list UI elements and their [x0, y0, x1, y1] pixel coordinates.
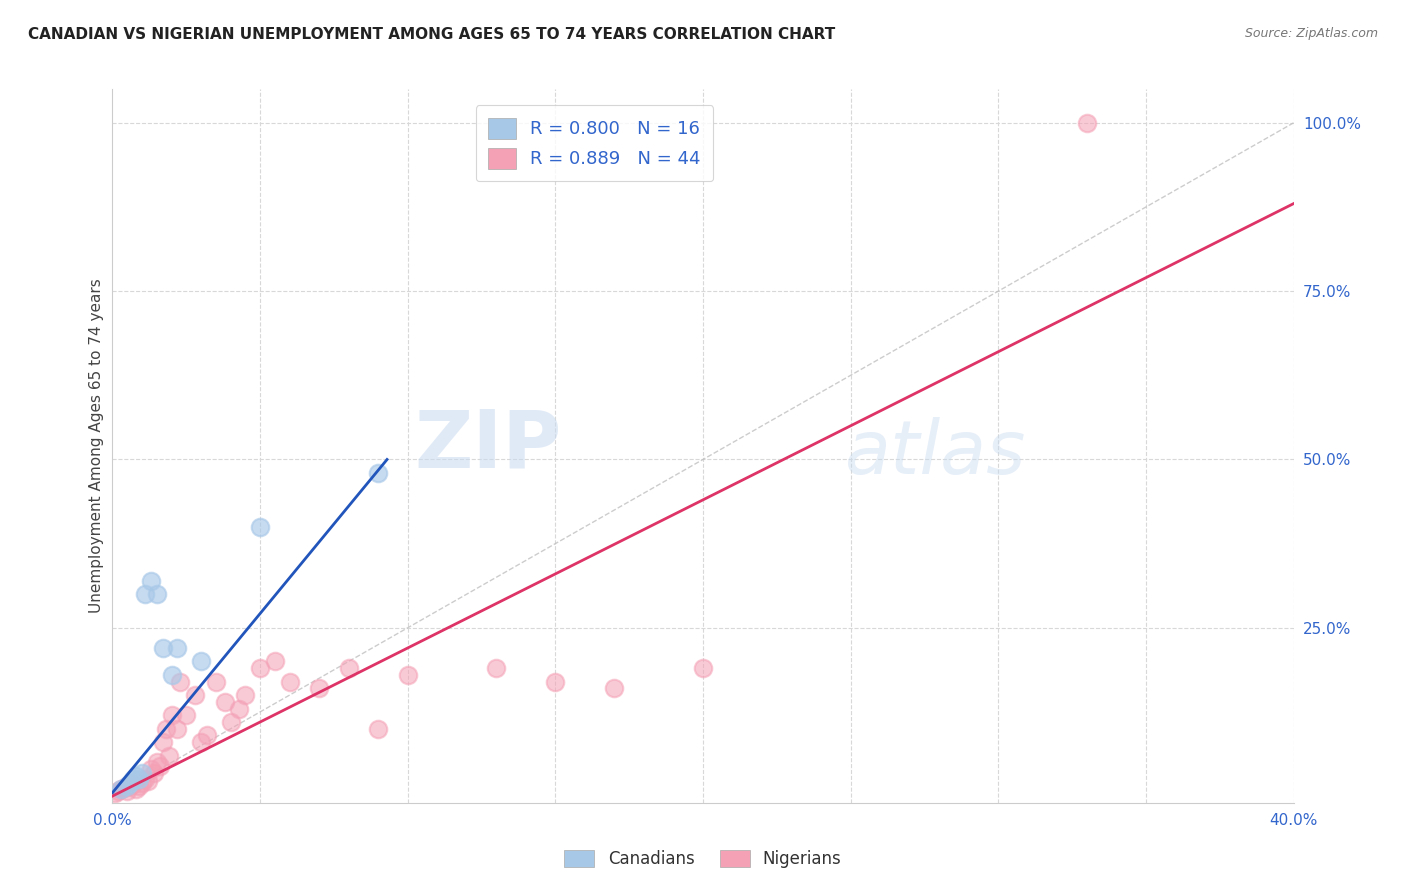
- Point: [125, 769, 148, 783]
- Point: [367, 466, 389, 480]
- Point: [122, 772, 145, 787]
- Point: [146, 756, 169, 770]
- Point: [544, 674, 567, 689]
- Point: [155, 722, 177, 736]
- Point: [149, 758, 172, 772]
- Point: [157, 748, 180, 763]
- Point: [278, 674, 301, 689]
- Point: [205, 674, 228, 689]
- Point: [146, 587, 169, 601]
- Point: [120, 779, 142, 793]
- Point: [184, 688, 207, 702]
- Point: [166, 722, 188, 736]
- Point: [142, 765, 165, 780]
- Point: [337, 661, 360, 675]
- Text: CANADIAN VS NIGERIAN UNEMPLOYMENT AMONG AGES 65 TO 74 YEARS CORRELATION CHART: CANADIAN VS NIGERIAN UNEMPLOYMENT AMONG …: [28, 27, 835, 42]
- Point: [107, 783, 129, 797]
- Point: [228, 701, 250, 715]
- Point: [117, 779, 138, 793]
- Point: [110, 782, 132, 797]
- Point: [134, 587, 156, 601]
- Point: [128, 779, 150, 793]
- Point: [264, 655, 287, 669]
- Point: [166, 640, 188, 655]
- Point: [174, 708, 197, 723]
- Legend: Canadians, Nigerians: Canadians, Nigerians: [558, 843, 848, 875]
- Text: Source: ZipAtlas.com: Source: ZipAtlas.com: [1244, 27, 1378, 40]
- Text: atlas: atlas: [845, 417, 1026, 489]
- Point: [110, 782, 132, 797]
- Point: [122, 777, 145, 791]
- Point: [233, 688, 256, 702]
- Point: [131, 775, 153, 789]
- Point: [1076, 116, 1098, 130]
- Point: [169, 674, 191, 689]
- Point: [134, 772, 156, 787]
- Point: [308, 681, 330, 696]
- Y-axis label: Unemployment Among Ages 65 to 74 years: Unemployment Among Ages 65 to 74 years: [89, 278, 104, 614]
- Point: [249, 520, 271, 534]
- Point: [603, 681, 626, 696]
- Point: [485, 661, 508, 675]
- Point: [367, 722, 389, 736]
- Point: [160, 668, 183, 682]
- Point: [139, 574, 162, 588]
- Point: [117, 783, 138, 797]
- Point: [152, 735, 174, 749]
- Point: [692, 661, 714, 675]
- Point: [128, 772, 150, 787]
- Point: [214, 695, 236, 709]
- Legend: R = 0.800   N = 16, R = 0.889   N = 44: R = 0.800 N = 16, R = 0.889 N = 44: [475, 105, 713, 181]
- Point: [112, 780, 135, 795]
- Point: [125, 782, 148, 797]
- Point: [396, 668, 419, 682]
- Point: [152, 640, 174, 655]
- Point: [139, 762, 162, 776]
- Text: ZIP: ZIP: [413, 407, 561, 485]
- Point: [104, 786, 127, 800]
- Point: [195, 729, 218, 743]
- Point: [136, 774, 159, 789]
- Point: [219, 714, 242, 729]
- Point: [131, 765, 153, 780]
- Point: [117, 779, 138, 793]
- Point: [190, 735, 212, 749]
- Point: [160, 708, 183, 723]
- Point: [249, 661, 271, 675]
- Point: [190, 655, 212, 669]
- Point: [120, 775, 142, 789]
